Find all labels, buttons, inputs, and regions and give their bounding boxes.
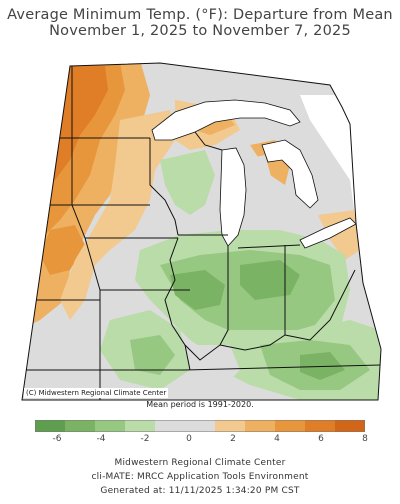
border-sd-mn (71, 138, 86, 239)
lake-michigan (219, 147, 247, 247)
lake-superior (151, 99, 301, 141)
border-in-ky (219, 334, 286, 351)
legend-tick-label: 0 (186, 434, 192, 444)
map-title-line1: Average Minimum Temp. (°F): Departure fr… (7, 7, 393, 23)
temperature-departure-map (0, 44, 400, 404)
legend-swatch (185, 420, 216, 432)
border-mi-in-oh (237, 244, 301, 249)
gray-ohio-valley (190, 345, 240, 390)
legend-swatch (305, 420, 336, 432)
legend-swatch (155, 420, 186, 432)
footer-line2: cli-MATE: MRCC Application Tools Environ… (91, 472, 309, 482)
border-wi-mi-up (194, 131, 223, 151)
legend-swatch (245, 420, 276, 432)
map-title-line2: November 1, 2025 to November 7, 2025 (49, 23, 351, 39)
legend-swatch (65, 420, 96, 432)
mean-period-note: Mean period is 1991-2020. (146, 400, 254, 409)
legend-tick-label: 4 (274, 434, 280, 444)
legend-tick-label: -6 (52, 434, 62, 444)
border-il-in (219, 246, 229, 346)
footer-line3: Generated at: 11/11/2025 1:34:20 PM CST (100, 486, 300, 496)
border-ia-il (164, 237, 179, 326)
border-ky-tn (184, 364, 381, 371)
legend-swatch (35, 420, 66, 432)
legend-tick-label: -2 (140, 434, 150, 444)
map-credit: (C) Midwestern Regional Climate Center (24, 388, 169, 398)
legend-outline (35, 420, 365, 432)
legend-tick-label: 2 (230, 434, 236, 444)
border-mn-wi (149, 138, 179, 236)
cool-wisconsin (160, 150, 215, 215)
lake-huron (261, 139, 319, 209)
border-il-ky (171, 324, 221, 361)
cool-missouri-mid (130, 335, 175, 375)
legend-tick-label: 8 (362, 434, 368, 444)
legend-swatch (335, 420, 365, 432)
legend-swatch (215, 420, 246, 432)
border-mo-tn (184, 344, 191, 371)
color-legend-bar (35, 420, 365, 432)
legend-tick-label: 6 (318, 434, 324, 444)
legend-swatch (95, 420, 126, 432)
departure-shading (22, 63, 381, 400)
legend-swatch (125, 420, 156, 432)
warm-anomaly-sd (40, 225, 85, 275)
border-oh-wv (284, 269, 356, 341)
legend-swatch (275, 420, 306, 432)
legend-tick-label: -4 (96, 434, 106, 444)
footer-line1: Midwestern Regional Climate Center (114, 458, 286, 468)
light-warm-zone (60, 110, 175, 320)
region-outline (21, 62, 382, 401)
cool-illinois-core (170, 270, 225, 310)
gray-lower-michigan (240, 155, 275, 220)
